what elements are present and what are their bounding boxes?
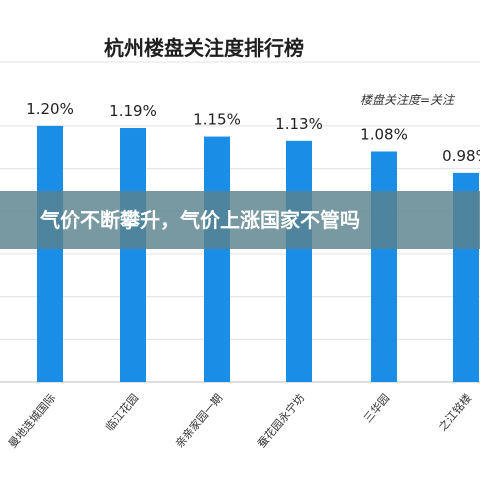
x-tick-label: 临江花园	[102, 391, 141, 434]
data-label: 1.19%	[109, 102, 157, 120]
x-tick-label: 之江铭楼	[435, 391, 474, 434]
overlay-banner: 气价不断攀升，气价上涨国家不管吗	[0, 191, 480, 249]
x-tick-label: 三华园	[360, 391, 392, 425]
bar	[371, 151, 397, 382]
data-label: 1.08%	[360, 125, 408, 143]
data-label: 1.20%	[26, 100, 74, 118]
x-tick-label: 亲亲家园一期	[172, 391, 225, 451]
bar	[37, 125, 63, 382]
x-tick-label: 曼地连城国际	[6, 392, 58, 451]
banner-text: 气价不断攀升，气价上涨国家不管吗	[40, 208, 360, 232]
bar	[286, 140, 312, 382]
data-label: 1.13%	[275, 115, 323, 133]
data-label: 0.98%	[442, 147, 480, 165]
legend-note: 楼盘关注度=关注	[360, 93, 455, 107]
x-tick-label: 蚕花园永宁坊	[254, 391, 307, 451]
bar	[120, 128, 146, 382]
bar	[204, 136, 230, 382]
chart-title: 杭州楼盘关注度排行榜	[104, 36, 304, 60]
data-label: 1.15%	[193, 111, 241, 129]
